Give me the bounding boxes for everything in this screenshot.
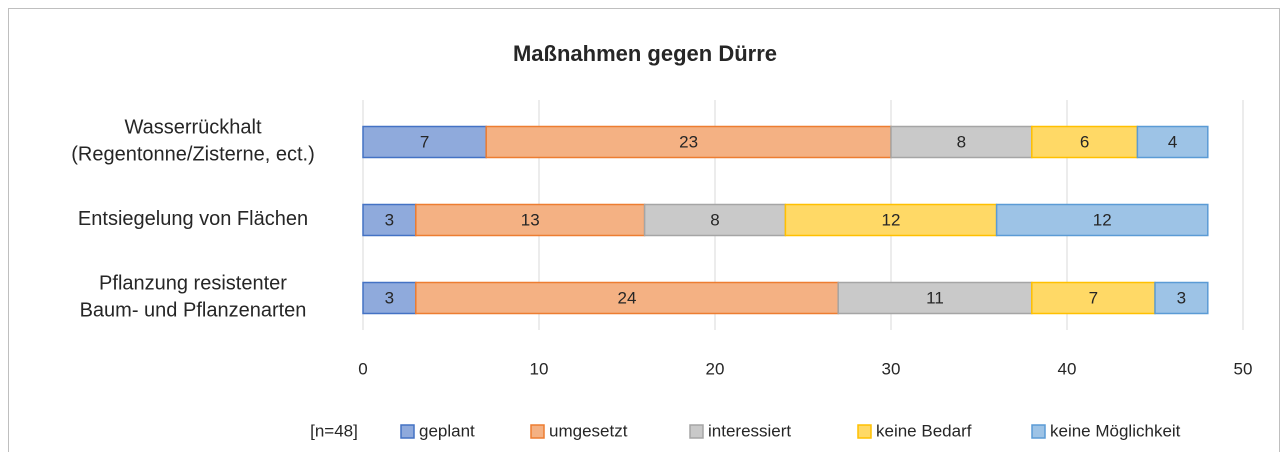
- bar-segment: [1031, 125, 1139, 159]
- y-tick-label: Pflanzung resistenter Baum- und Pflanzena…: [80, 273, 307, 322]
- data-label: 7: [1089, 288, 1098, 307]
- bar-segment: [362, 281, 417, 315]
- chart-title: Maßnahmen gegen Dürre: [513, 41, 777, 66]
- data-label: 23: [679, 132, 698, 151]
- bar-segment: [1154, 281, 1209, 315]
- x-tick-label: 20: [706, 359, 725, 378]
- bar-segment: [784, 203, 998, 237]
- data-label: 4: [1168, 132, 1177, 151]
- bar-segment: [837, 281, 1033, 315]
- data-label: 6: [1080, 132, 1089, 151]
- bar-segment: [1031, 281, 1156, 315]
- legend-label: keine Bedarf: [876, 421, 972, 440]
- x-tick-label: 30: [882, 359, 901, 378]
- x-tick-label: 10: [530, 359, 549, 378]
- legend-swatch: [857, 424, 872, 439]
- bar-segment: [890, 125, 1033, 159]
- data-label: 8: [710, 210, 719, 229]
- x-tick-label: 0: [358, 359, 367, 378]
- legend-label: keine Möglichkeit: [1050, 421, 1181, 440]
- data-label: 11: [926, 288, 944, 307]
- legend-swatch: [530, 424, 545, 439]
- y-tick-label: Wasserrückhalt (Regentonne/Zisterne, ect.…: [71, 117, 314, 166]
- data-label: 7: [420, 132, 429, 151]
- x-tick-label: 50: [1234, 359, 1253, 378]
- data-label: 3: [385, 210, 394, 229]
- bar-segment: [1136, 125, 1209, 159]
- y-tick-label: Entsiegelung von Flächen: [78, 208, 308, 230]
- legend-swatch: [400, 424, 415, 439]
- bar-segment: [995, 203, 1209, 237]
- legend-label: interessiert: [708, 421, 791, 440]
- bar-segment: [362, 125, 487, 159]
- data-label: 13: [521, 210, 540, 229]
- legend-swatch: [1031, 424, 1046, 439]
- x-tick-label: 40: [1058, 359, 1077, 378]
- legend-label: umgesetzt: [549, 421, 628, 440]
- legend-swatch: [689, 424, 704, 439]
- bar-segment: [362, 203, 417, 237]
- bar-segment: [415, 281, 839, 315]
- data-label: 3: [385, 288, 394, 307]
- data-label: 8: [957, 132, 966, 151]
- legend-label: geplant: [419, 421, 475, 440]
- data-label: 12: [882, 210, 901, 229]
- bar-segment: [643, 203, 787, 237]
- data-label: 24: [618, 288, 637, 307]
- annotation: [n=48]: [310, 421, 358, 440]
- data-label: 3: [1177, 288, 1186, 307]
- bar-segment: [485, 125, 892, 159]
- data-label: 12: [1093, 210, 1112, 229]
